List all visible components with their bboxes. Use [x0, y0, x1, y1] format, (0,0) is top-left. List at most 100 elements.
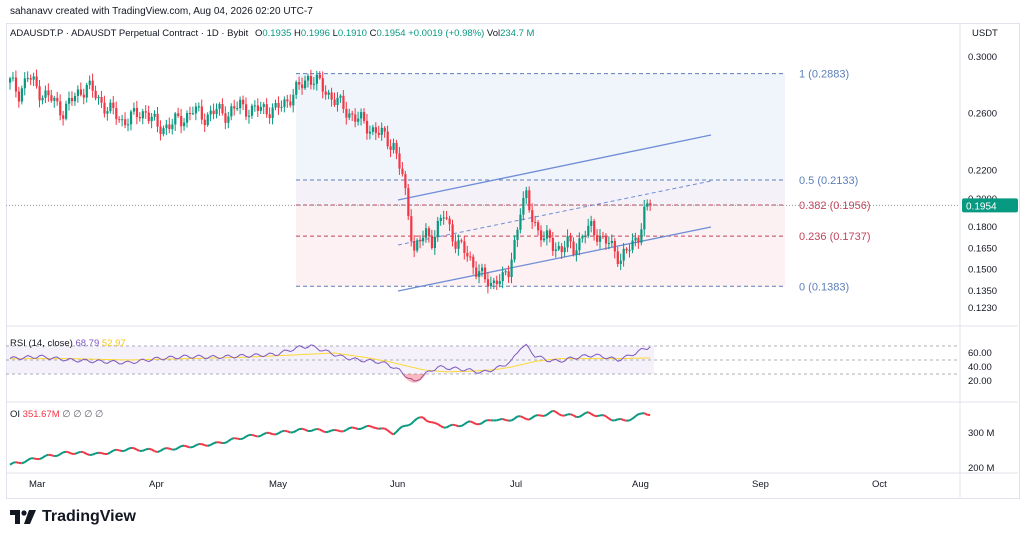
- oi-segment: [83, 451, 88, 455]
- candle-body: [259, 106, 262, 111]
- candle-body: [545, 230, 549, 239]
- oi-segment: [112, 448, 117, 452]
- candle-body: [551, 237, 554, 251]
- candle-body: [333, 99, 336, 106]
- high-value: 0.1996: [300, 28, 330, 39]
- oi-segment: [106, 451, 111, 455]
- candle-body: [118, 119, 121, 121]
- oi-segment: [570, 413, 574, 417]
- oi-segment: [431, 421, 436, 424]
- oi-segment: [254, 434, 259, 438]
- oi-segment: [522, 416, 527, 421]
- oi-segment: [230, 437, 235, 441]
- candle-body: [646, 203, 649, 207]
- channel-upper-line[interactable]: [397, 134, 712, 201]
- rsi-ma-line[interactable]: [10, 352, 651, 373]
- candle-body: [489, 282, 493, 287]
- candle-body: [191, 113, 195, 115]
- candle-body: [162, 128, 165, 135]
- candle-body: [590, 220, 593, 226]
- fib-zone: [296, 73, 785, 180]
- oi-segment: [92, 452, 96, 456]
- oi-segment: [263, 431, 268, 435]
- candle-body: [315, 74, 318, 84]
- candle-body: [253, 105, 257, 107]
- oi-segment: [390, 431, 395, 436]
- candle-body: [53, 97, 56, 101]
- candle-body: [292, 94, 295, 106]
- rsi-line[interactable]: [9, 343, 651, 382]
- candle-body: [619, 260, 622, 265]
- candle-body: [88, 80, 91, 85]
- candle-body: [631, 240, 634, 250]
- last-price-tag[interactable]: [962, 198, 1018, 213]
- oi-segment: [59, 451, 64, 456]
- oi-segment: [45, 453, 49, 457]
- candle-body: [159, 126, 162, 135]
- last-price-tag-text: 0.1954: [966, 201, 997, 212]
- oi-segment: [602, 414, 607, 418]
- candle-body: [47, 90, 50, 96]
- oi-segment: [481, 420, 486, 424]
- oi-segment: [502, 418, 506, 422]
- oi-segment: [564, 413, 568, 417]
- candle-body: [407, 188, 410, 217]
- fib-level-label: 0.5 (0.2133): [799, 175, 858, 187]
- oi-segment: [207, 444, 211, 447]
- tradingview-logo[interactable]: TradingView: [10, 508, 136, 526]
- oi-segment: [219, 441, 223, 445]
- channel-lower-line[interactable]: [397, 226, 712, 292]
- low-value: 0.1910: [337, 28, 367, 39]
- candle-body: [401, 168, 404, 175]
- oi-segment: [446, 424, 451, 429]
- candle-body: [478, 271, 481, 277]
- oi-segment: [643, 412, 648, 416]
- oi-segment: [328, 429, 332, 433]
- oi-segment: [80, 450, 84, 454]
- oi-segment: [192, 444, 197, 448]
- candle-body: [498, 281, 501, 285]
- oi-segment: [552, 409, 557, 413]
- candle-body: [103, 102, 106, 114]
- candle-body: [147, 112, 150, 122]
- candle-body: [197, 106, 200, 108]
- candle-body: [321, 78, 324, 92]
- candle-body: [481, 267, 484, 272]
- candle-body: [112, 102, 115, 109]
- candle-body: [206, 114, 209, 126]
- oi-legend[interactable]: OI 351.67M ∅ ∅ ∅ ∅: [10, 409, 103, 420]
- channel-median-line[interactable]: [397, 180, 712, 246]
- candle-body: [622, 248, 625, 261]
- candle-body: [599, 235, 602, 242]
- time-axis-month-label: May: [269, 479, 287, 490]
- oi-segment: [342, 429, 347, 433]
- oi-segment: [286, 430, 291, 434]
- candle-body: [224, 113, 227, 123]
- candle-body: [242, 99, 245, 105]
- candle-body: [566, 236, 569, 248]
- oi-segment: [363, 425, 368, 429]
- oi-segment: [608, 417, 613, 422]
- symbol-title[interactable]: ADAUSDT.P · ADAUSDT Perpetual Contract ·…: [10, 28, 249, 39]
- candle-body: [230, 106, 233, 117]
- rsi-axis-tick: 60.00: [968, 348, 992, 359]
- candle-body: [301, 84, 304, 89]
- candle-body: [345, 108, 348, 118]
- candle-body: [177, 113, 180, 116]
- candle-body: [540, 230, 543, 241]
- oi-segment: [354, 427, 359, 430]
- oi-segment: [322, 430, 326, 434]
- oi-segment: [372, 426, 377, 430]
- oi-segment: [201, 443, 206, 447]
- candle-body: [73, 95, 77, 102]
- rsi-legend[interactable]: RSI (14, close) 68.79 52.97: [10, 338, 126, 349]
- oi-segment: [478, 422, 483, 426]
- candle-body: [365, 120, 369, 134]
- candle-body: [212, 110, 215, 115]
- candle-body: [295, 82, 298, 95]
- candle-body: [575, 250, 578, 255]
- candle-body: [377, 132, 380, 135]
- candle-body: [188, 113, 192, 115]
- candle-body: [106, 111, 109, 114]
